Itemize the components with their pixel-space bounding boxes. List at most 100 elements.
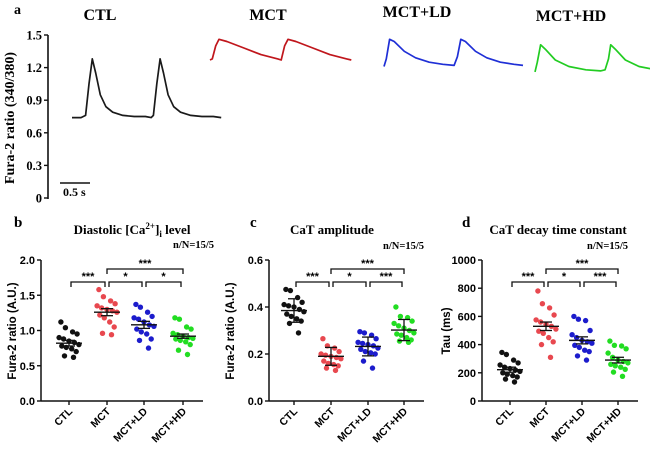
significance-bracket <box>330 268 405 274</box>
data-point <box>510 357 517 363</box>
data-point <box>619 373 626 379</box>
y-tick-label: 1.0 <box>20 326 35 338</box>
data-point <box>336 348 342 355</box>
data-point <box>107 319 113 325</box>
data-point <box>404 334 410 341</box>
panel-a-traces: 0 0.3 0.6 0.9 1.2 1.5 Fura-2 ratio (340/380) 0.… <box>3 29 650 206</box>
data-point <box>618 364 624 370</box>
data-point <box>134 326 140 332</box>
data-point <box>582 347 588 353</box>
data-point <box>144 331 150 337</box>
data-point <box>551 312 557 318</box>
data-point <box>187 341 193 348</box>
data-point <box>135 316 142 322</box>
panel-title: CaT amplitude <box>290 222 374 237</box>
y-tick-label: 200 <box>458 368 476 380</box>
data-point <box>133 301 139 308</box>
data-point <box>136 337 143 344</box>
y-tick-label: 0 <box>36 192 42 206</box>
data-point <box>332 367 339 374</box>
y-tick-label: 1.5 <box>20 290 35 302</box>
data-point <box>514 374 520 380</box>
data-point <box>546 334 552 341</box>
data-point <box>281 301 287 308</box>
data-point <box>612 363 618 369</box>
data-point <box>395 323 402 329</box>
data-point <box>58 319 64 325</box>
significance-label: *** <box>576 258 590 270</box>
data-point <box>610 369 617 375</box>
data-point <box>394 331 400 337</box>
data-point <box>149 313 155 320</box>
data-point <box>285 303 292 309</box>
data-point <box>144 309 151 315</box>
data-point <box>359 340 366 347</box>
y-tick-label: 1000 <box>452 255 476 267</box>
data-point <box>550 339 556 345</box>
panel-letter-b: b <box>14 215 22 231</box>
data-point <box>284 311 290 317</box>
data-point <box>391 320 397 327</box>
data-point <box>576 344 582 351</box>
data-point <box>547 354 554 360</box>
x-tick-label: MCT+HD <box>149 405 189 445</box>
data-point <box>574 353 581 359</box>
trace-ctl <box>72 58 222 119</box>
data-point <box>94 303 100 309</box>
data-point <box>74 331 80 337</box>
x-tick-label: MCT+HD <box>584 405 624 445</box>
data-point <box>301 309 307 315</box>
panel-c-cat-amplitude: CaT amplitude n/N=15/5 0.0 0.2 0.4 0.6 Fura-2 … <box>225 222 424 445</box>
data-point <box>605 350 611 356</box>
data-point <box>587 327 593 334</box>
y-tick-label: 600 <box>458 311 476 323</box>
panel-letter-c: c <box>250 215 257 231</box>
data-point <box>70 354 77 360</box>
data-point <box>175 347 182 353</box>
y-tick-label: 0.9 <box>26 94 42 108</box>
data-point <box>338 356 344 362</box>
trace-title-mct: MCT <box>249 7 287 24</box>
data-point <box>69 346 75 352</box>
significance-label: *** <box>361 258 375 270</box>
data-point <box>502 376 509 382</box>
data-point <box>625 360 631 366</box>
data-point <box>176 316 183 322</box>
data-point <box>511 379 518 385</box>
scale-bar-label: 0.5 s <box>63 185 86 199</box>
data-point <box>322 352 329 358</box>
significance-label: *** <box>139 258 153 270</box>
data-point <box>362 348 368 355</box>
data-point <box>96 286 102 293</box>
significance-label: *** <box>306 271 320 283</box>
data-point <box>69 329 76 335</box>
data-point <box>373 336 379 342</box>
data-point <box>611 342 618 348</box>
data-point <box>99 330 106 336</box>
data-point <box>607 338 613 344</box>
data-point <box>298 318 304 324</box>
data-point <box>360 358 367 364</box>
significance-bracket <box>511 281 545 287</box>
data-point <box>393 304 399 310</box>
data-point <box>111 324 117 330</box>
data-point <box>288 313 294 320</box>
data-point <box>172 315 178 321</box>
data-point <box>287 287 294 294</box>
significance-bracket <box>295 281 330 287</box>
data-point <box>184 351 191 358</box>
data-point <box>623 346 629 352</box>
data-point <box>533 317 539 323</box>
y-tick-label: 1.5 <box>26 29 42 43</box>
significance-label: *** <box>380 271 394 283</box>
data-point <box>183 324 190 330</box>
data-point <box>335 363 341 369</box>
data-point <box>589 340 595 346</box>
y-tick-label: 400 <box>458 340 476 352</box>
data-point <box>497 362 503 368</box>
data-point <box>618 343 625 349</box>
data-point <box>59 343 65 349</box>
significance-label: *** <box>82 271 96 283</box>
data-point <box>61 353 68 359</box>
